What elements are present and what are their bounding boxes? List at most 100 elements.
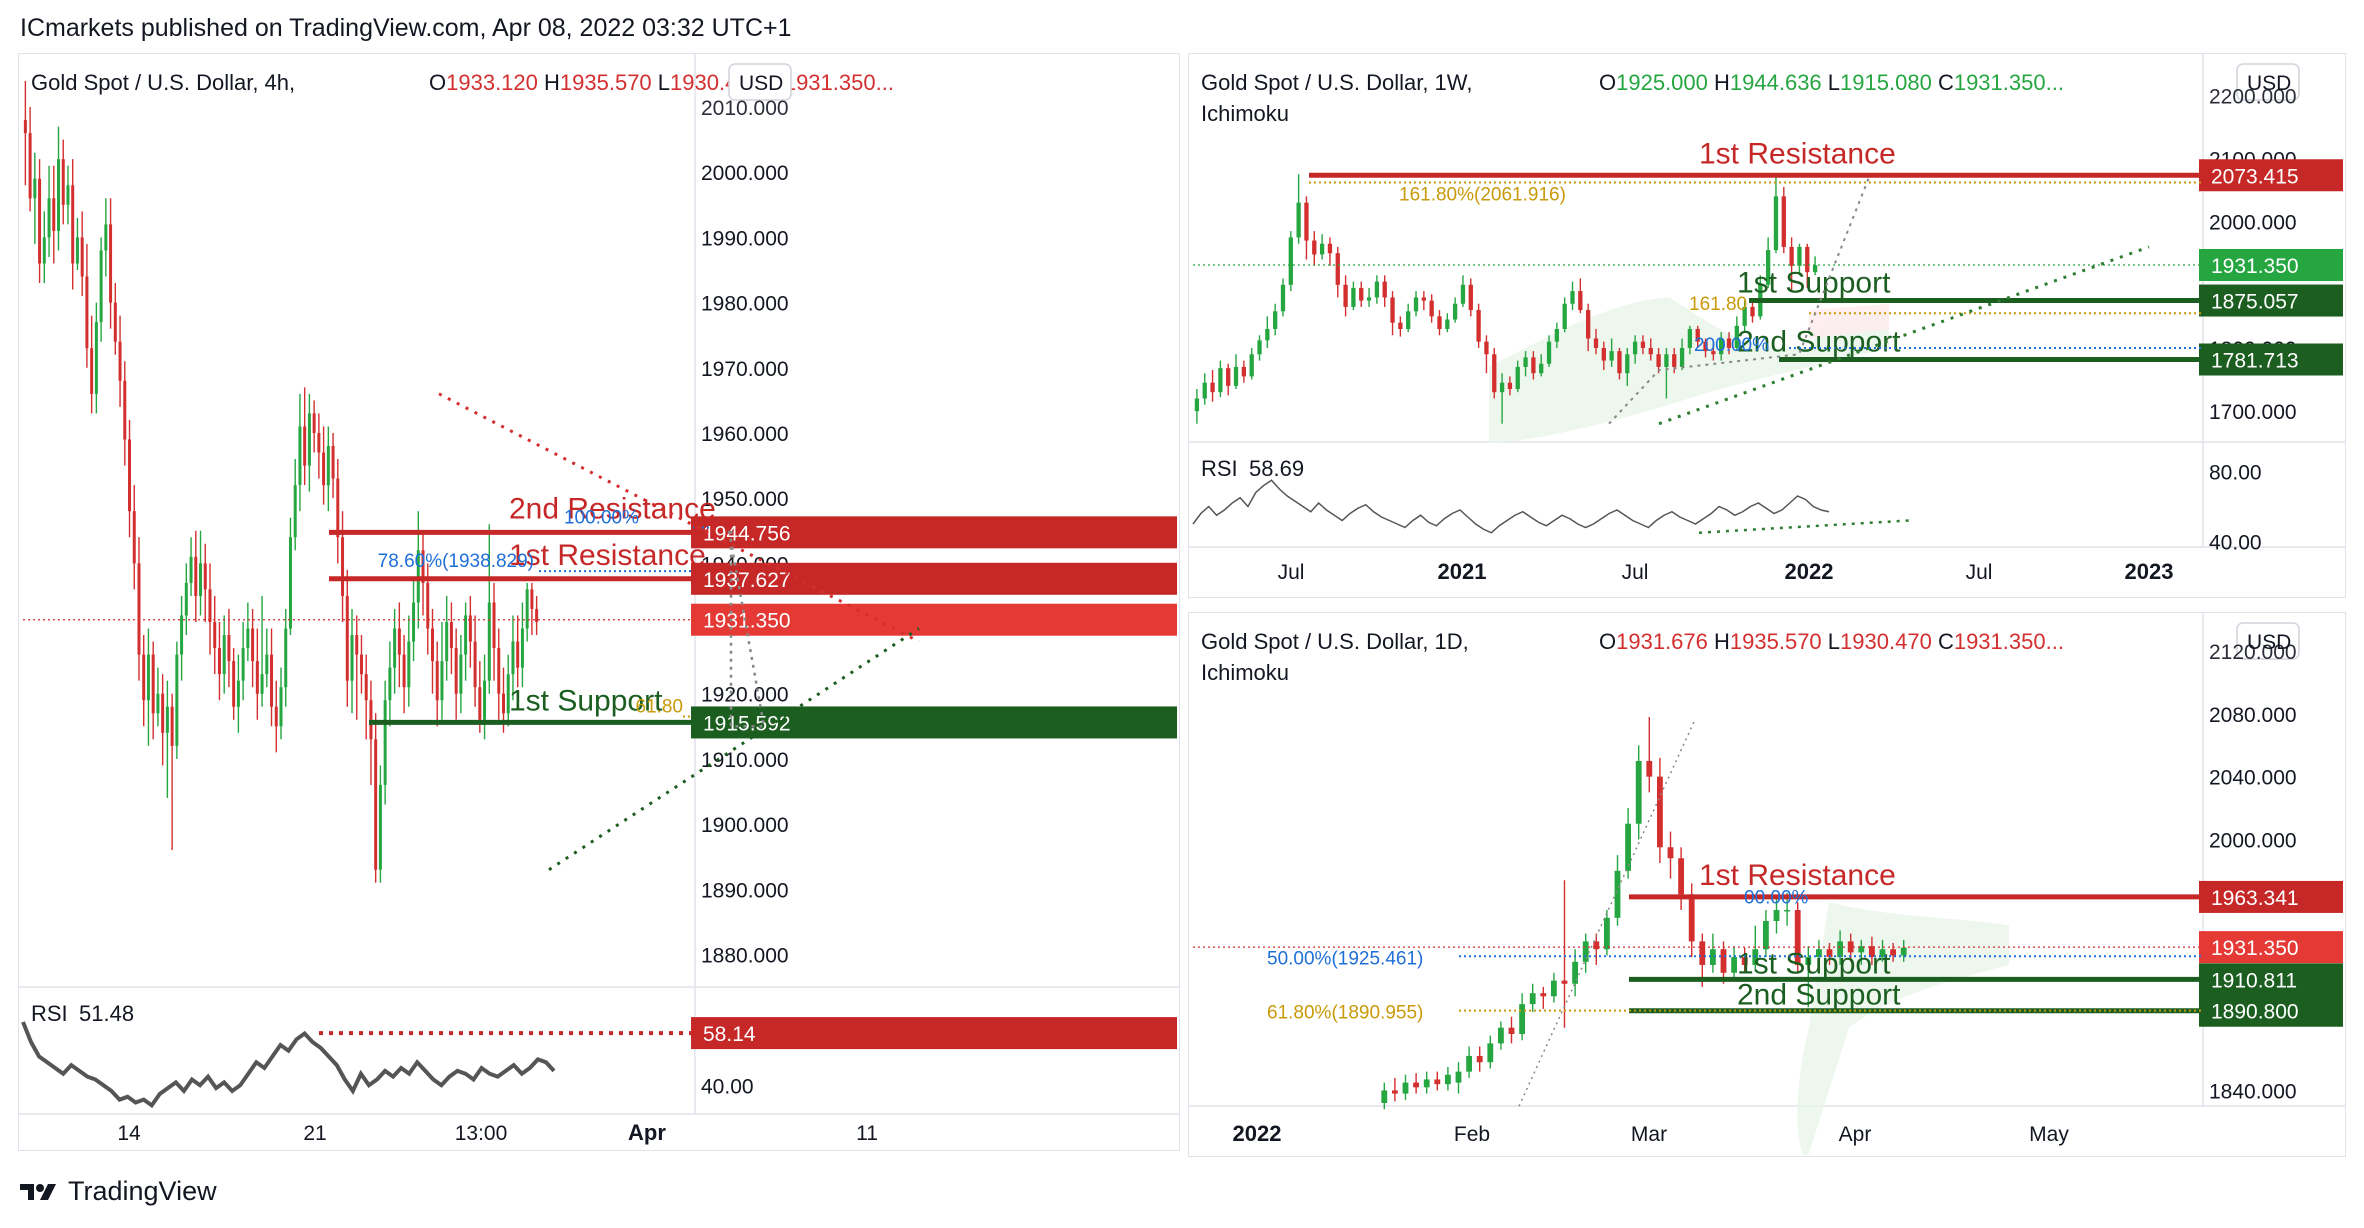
y-tick-label: 2120.000	[2209, 641, 2297, 664]
candle-body	[1578, 291, 1583, 311]
level-tag-value: 2073.415	[2211, 165, 2299, 188]
x-tick-label: May	[2029, 1123, 2069, 1146]
candle-body	[156, 693, 160, 714]
fib-label: 61.80	[635, 697, 683, 718]
candle-body	[184, 582, 188, 616]
y-tick-label: 1970.000	[701, 358, 789, 381]
support-label: 2nd Support	[1737, 979, 1901, 1012]
level-tag	[691, 706, 1177, 739]
chart-panel-4h[interactable]: Gold Spot / U.S. Dollar, 4h, O1933.120 H1…	[18, 53, 1180, 1151]
x-tick-label: Feb	[1454, 1123, 1490, 1146]
candle-body	[1492, 354, 1497, 393]
footer-brand[interactable]: TradingView	[20, 1176, 217, 1207]
candle-body	[298, 426, 302, 486]
candle-body	[1609, 351, 1614, 361]
candle-body	[47, 198, 51, 238]
candle-body	[1688, 894, 1695, 942]
candle-body	[478, 687, 482, 720]
candle-body	[1572, 961, 1579, 984]
level-tag	[2199, 963, 2343, 996]
candle-body	[1366, 297, 1372, 301]
candle-body	[199, 563, 203, 596]
candle-body	[1635, 760, 1642, 824]
candle-body	[1731, 957, 1738, 973]
candle-body	[1476, 310, 1481, 342]
candle-body	[449, 622, 453, 649]
candle-body	[459, 654, 463, 694]
chart-4h-svg[interactable]: Gold Spot / U.S. Dollar, 4h, O1933.120 H1…	[19, 54, 1180, 1151]
candle-body	[1421, 297, 1426, 301]
candle-body	[1226, 368, 1231, 386]
candle-body	[251, 628, 255, 662]
candle-body	[497, 648, 501, 694]
support-label: 1st Support	[509, 684, 663, 717]
candle-body	[270, 654, 274, 707]
ohlc-key: O	[1599, 70, 1616, 95]
candle-body	[42, 237, 46, 264]
candle-body	[322, 452, 326, 486]
x-tick-label: 2022	[1233, 1121, 1282, 1146]
candle-body	[1679, 347, 1685, 367]
candle-body	[407, 641, 411, 688]
candle-body	[468, 615, 472, 642]
candle-body	[1304, 202, 1309, 241]
candle-body	[109, 224, 113, 303]
candle-body	[1423, 1079, 1430, 1088]
candle-body	[1487, 1043, 1494, 1063]
candle-body	[1709, 949, 1716, 965]
candle-body	[1672, 354, 1677, 367]
candle-body	[1614, 870, 1621, 918]
candle-body	[1762, 921, 1769, 950]
candle-body	[1562, 303, 1567, 329]
candle-body	[1499, 382, 1505, 393]
x-tick-label: Jul	[1966, 561, 1993, 584]
chart-1w-svg[interactable]: Gold Spot / U.S. Dollar, 1W, Ichimoku O192…	[1189, 54, 2346, 598]
chart-panel-1d[interactable]: Gold Spot / U.S. Dollar, 1D, Ichimoku O193…	[1188, 612, 2346, 1157]
candle-body	[213, 622, 217, 649]
ohlc-key: L	[658, 70, 670, 95]
candle-body	[265, 654, 269, 675]
candle-body	[128, 439, 132, 512]
ohlc-value-c: 1931.350...	[1954, 629, 2064, 654]
candle-body	[525, 589, 529, 629]
level-tag-value: 1890.800	[2211, 1001, 2299, 1024]
support-label: 2nd Support	[1737, 325, 1901, 358]
ohlc-key: L	[1828, 70, 1840, 95]
candle-body	[530, 589, 534, 609]
rsi-trendline	[1698, 519, 1910, 534]
x-tick-label: 2021	[1438, 559, 1487, 584]
candle-body	[1570, 291, 1575, 304]
rsi-tick-label: 80.00	[2209, 462, 2262, 485]
level-tag-value: 1944.756	[703, 522, 791, 545]
candle-body	[1561, 980, 1568, 984]
candle-body	[1625, 354, 1630, 374]
last-price-value: 1931.350	[2211, 937, 2299, 960]
candle-body	[520, 628, 524, 668]
rsi-label: RSI	[1201, 456, 1238, 481]
candle-body	[1455, 1071, 1462, 1083]
candle-body	[421, 550, 425, 583]
candle-body	[1868, 946, 1875, 958]
currency-button	[2236, 63, 2300, 101]
candle-body	[1699, 941, 1706, 965]
candle-body	[307, 413, 311, 466]
candle-body	[1529, 993, 1536, 1005]
chart-1d-svg[interactable]: Gold Spot / U.S. Dollar, 1D,IchimokuO193…	[1189, 613, 2346, 1157]
candle-body	[1391, 1090, 1398, 1094]
candle-body	[303, 426, 307, 466]
chart-panel-1w[interactable]: Gold Spot / U.S. Dollar, 1W, Ichimoku O192…	[1188, 53, 2346, 598]
candle-body	[175, 654, 179, 746]
level-tag-value: 1781.713	[2211, 349, 2299, 372]
candle-body	[1194, 398, 1200, 412]
x-tick-label: 14	[117, 1122, 141, 1145]
candle-body	[1413, 297, 1419, 312]
candle-body	[38, 178, 42, 264]
candle-body	[57, 159, 61, 231]
candle-body	[1646, 760, 1653, 777]
candle-body	[1507, 382, 1513, 389]
y-tick-label: 1920.000	[701, 684, 789, 707]
candle-body	[1664, 354, 1669, 367]
candle-body	[487, 602, 491, 681]
level-tag	[2199, 994, 2343, 1027]
candle-body	[1656, 776, 1663, 848]
